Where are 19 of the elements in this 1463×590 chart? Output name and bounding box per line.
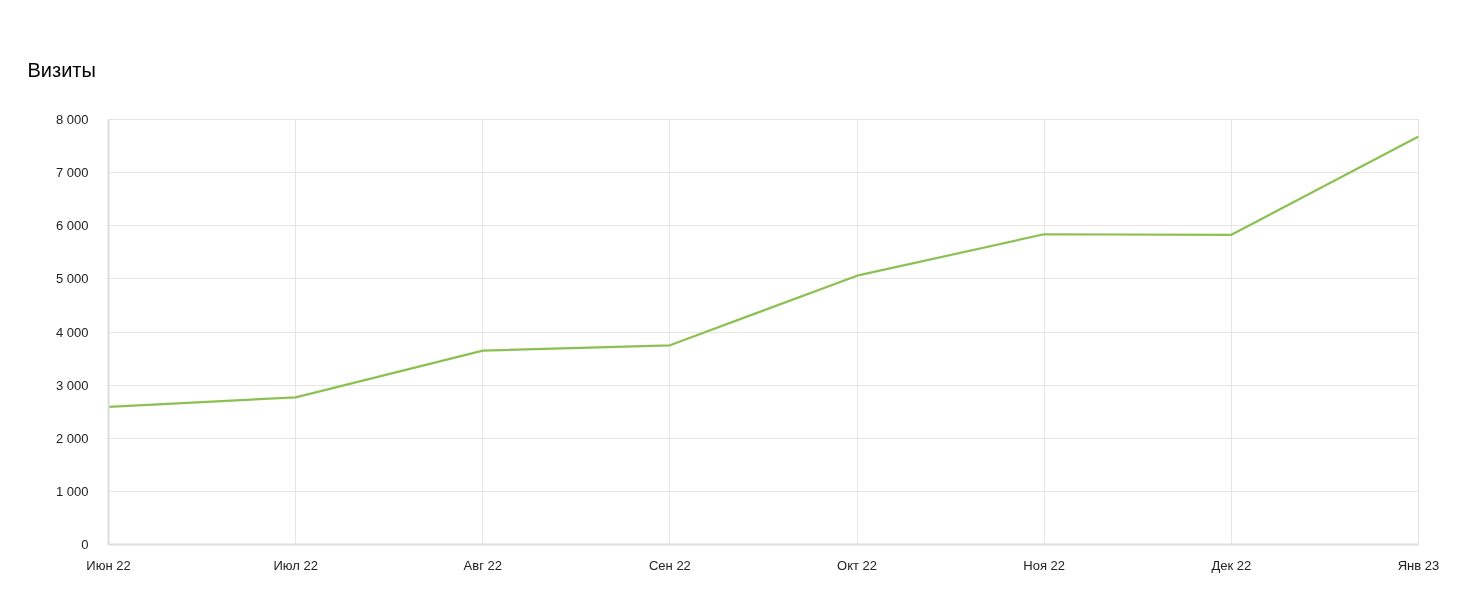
y-tick-label: 8 000	[55, 112, 89, 127]
y-tick-label: 7 000	[55, 165, 89, 181]
x-tick-label: Окт 22	[837, 557, 878, 573]
x-tick-label: Янв 23	[1397, 557, 1440, 573]
x-tick-label: Дек 22	[1211, 557, 1252, 573]
x-tick-label: Авг 22	[463, 557, 502, 573]
y-tick-label: 6 000	[55, 218, 89, 234]
y-tick-label: 4 000	[55, 324, 89, 340]
y-tick-label: 3 000	[55, 377, 89, 393]
chart-title: Визиты	[27, 58, 96, 81]
y-tick-label: 1 000	[55, 483, 89, 499]
line-series	[108, 135, 1419, 409]
x-tick-label: Сен 22	[648, 557, 691, 573]
y-tick-label: 0	[81, 537, 89, 552]
y-tick-label: 2 000	[55, 430, 89, 446]
y-tick-label: 5 000	[55, 271, 89, 287]
x-tick-label: Ноя 22	[1023, 557, 1066, 573]
x-tick-label: Июл 22	[273, 557, 318, 573]
x-tick-label: Июн 22	[86, 557, 131, 573]
